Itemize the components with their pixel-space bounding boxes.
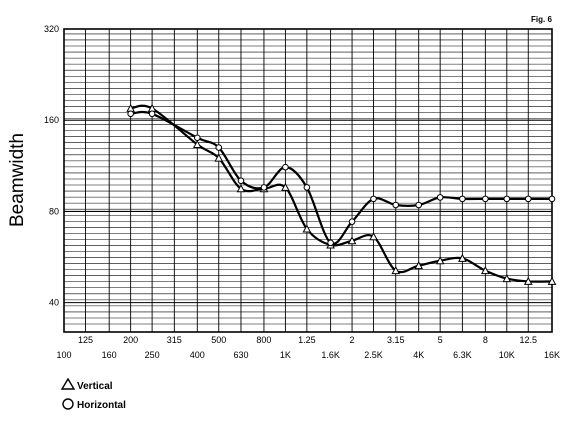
y-tick-label: 80 [49,206,59,216]
data-point-vertical [435,256,445,265]
data-point-vertical [547,276,557,285]
x-tick-label-lower: 6.3K [453,350,472,360]
x-tick-label-lower: 2.5K [364,350,383,360]
data-point-horizontal [503,195,511,203]
x-ticks: 125 200 315 500 800 1.25 2 3.15 5 8 12.5 100 160 250 4… [56,335,560,360]
x-tick-label-upper: 5 [438,335,443,345]
data-point-horizontal [436,194,444,201]
data-point-horizontal [348,218,356,225]
data-point-horizontal [459,195,466,203]
x-tick-label-lower: 1K [280,350,291,360]
legend-label-vertical: Vertical [77,381,113,392]
data-point-vertical [214,153,224,162]
x-tick-label-lower: 630 [233,350,248,360]
data-point-horizontal [282,163,289,171]
plot-frame [63,28,553,333]
x-tick-label-upper: 800 [256,335,271,345]
series-line-vertical [130,104,553,283]
series-markers [126,103,557,285]
legend: Vertical Horizontal [60,377,126,411]
data-point-vertical [236,184,246,193]
data-point-vertical [414,261,424,270]
x-tick-label-lower: 100 [56,350,71,360]
x-tick-label-upper: 8 [483,335,488,345]
x-tick-label-upper: 12.5 [519,335,537,345]
x-tick-label-lower: 10K [499,350,515,360]
data-point-vertical [458,253,467,262]
data-point-horizontal [215,144,223,151]
y-tick-label: 160 [44,115,59,125]
y-ticks: 320 160 80 40 [44,24,59,308]
y-tick-label: 40 [49,298,59,308]
x-tick-label-lower: 16K [544,350,560,360]
series-lines [130,104,553,283]
x-tick-label-upper: 500 [211,335,226,345]
circle-marker-icon [62,398,74,410]
y-tick-label: 320 [44,24,59,34]
major-grid [63,29,553,332]
figure-label: Fig. 6 [531,15,552,24]
data-point-vertical [302,224,312,233]
x-tick-label-upper: 3.15 [387,335,405,345]
legend-label-horizontal: Horizontal [77,400,126,411]
data-point-vertical [481,266,490,275]
data-point-vertical [369,232,378,241]
data-point-horizontal [237,177,245,185]
data-point-vertical [347,236,357,245]
data-point-horizontal [260,184,268,191]
data-point-vertical [502,274,512,283]
x-tick-label-upper: 315 [167,335,182,345]
x-tick-label-lower: 160 [102,350,117,360]
data-point-horizontal [392,201,400,209]
x-tick-label-upper: 1.25 [298,335,316,345]
x-tick-label-lower: 1.6K [321,350,340,360]
data-point-horizontal [127,110,134,118]
data-point-vertical [281,182,290,191]
data-point-horizontal [548,195,556,203]
data-point-horizontal [524,195,532,203]
data-point-horizontal [482,195,489,203]
series-line-horizontal [130,110,552,245]
data-point-horizontal [327,239,334,247]
minor-grid [64,33,552,325]
data-point-horizontal [303,184,311,191]
data-point-vertical [523,276,533,285]
x-tick-label-upper: 200 [123,335,138,345]
x-tick-label-lower: 400 [190,350,205,360]
x-tick-label-lower: 250 [145,350,160,360]
data-point-vertical [391,266,401,275]
data-point-horizontal [148,110,156,118]
legend-item-vertical: Vertical [60,377,113,392]
data-point-horizontal [193,134,201,142]
data-point-horizontal [370,195,377,203]
data-point-horizontal [415,201,423,209]
x-tick-label-upper: 2 [350,335,355,345]
legend-item-horizontal: Horizontal [62,398,126,411]
data-point-vertical [192,139,202,149]
x-tick-label-upper: 125 [78,335,93,345]
triangle-marker-icon [60,377,76,390]
y-axis-label: Beamwidth [7,133,28,227]
x-tick-label-lower: 4K [413,350,424,360]
